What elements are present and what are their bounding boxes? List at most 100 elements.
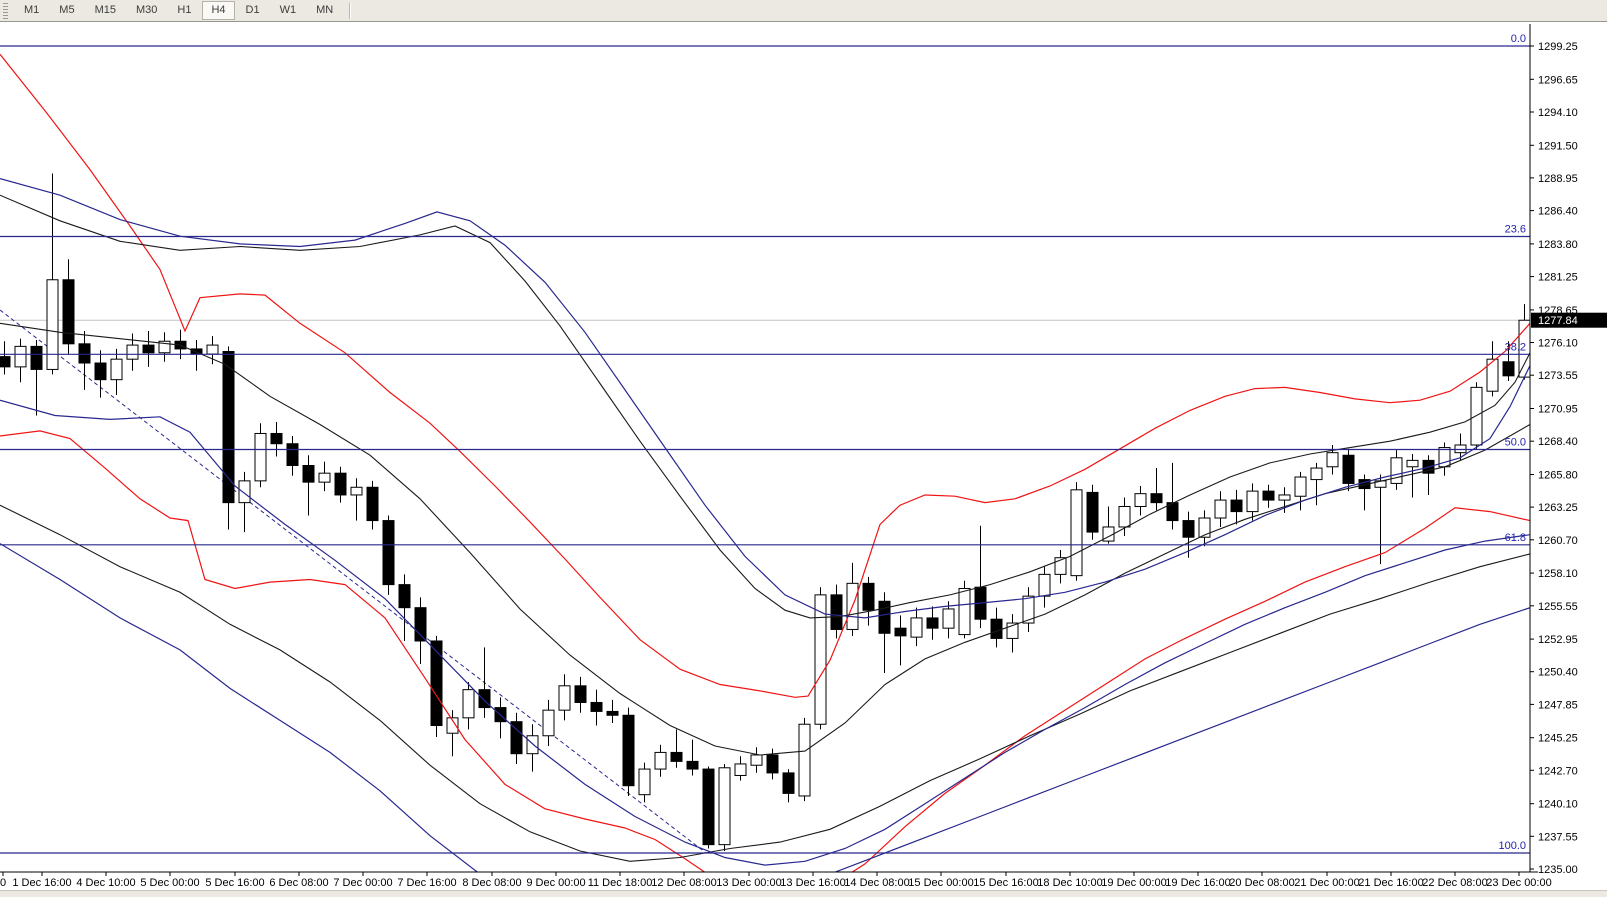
candle-down: [0, 341, 11, 375]
black-band-lower: [0, 504, 1530, 862]
candle-down: [414, 597, 427, 665]
candles: [0, 173, 1530, 852]
time-tick-label: 19 Dec 00:00: [1101, 877, 1166, 889]
time-tick-label: 4 Dec 10:00: [76, 877, 135, 889]
candle-down: [1422, 455, 1435, 495]
fib-label-61.8: 61.8: [1505, 532, 1526, 544]
time-tick-label: 12 Dec 08:00: [651, 877, 716, 889]
candle-down: [430, 635, 443, 738]
candle-down: [894, 615, 907, 666]
price-axis[interactable]: 1299.25 1296.65 1294.10 1291.50 1288.95 1286.…: [1530, 41, 1578, 876]
candle-up: [958, 580, 971, 639]
time-tick-label: 13 Dec 16:00: [780, 877, 845, 889]
candle-down: [590, 689, 603, 726]
timeframe-button-mn[interactable]: MN: [307, 1, 342, 20]
toolbar-separator: [349, 2, 352, 19]
time-tick-label: 22 Dec 08:00: [1422, 877, 1487, 889]
price-tick-label: 1270.95: [1538, 404, 1578, 416]
candle-up: [462, 681, 475, 730]
time-tick-label: 11 Dec 18:00: [588, 877, 653, 889]
timeframe-button-m30[interactable]: M30: [127, 1, 166, 20]
window-bottom-strip: [0, 890, 1607, 897]
time-tick-label: 19 Dec 16:00: [1165, 877, 1230, 889]
price-tick-label: 1240.10: [1538, 799, 1578, 811]
timeframe-button-h4[interactable]: H4: [202, 1, 235, 20]
price-tick-label: 1258.10: [1538, 568, 1578, 580]
time-tick-label: 6 Dec 08:00: [269, 877, 328, 889]
timeframe-button-d1[interactable]: D1: [237, 1, 269, 20]
candle-down: [974, 525, 987, 629]
price-tick-label: 1263.25: [1538, 502, 1578, 514]
toolbar-grip-handle[interactable]: [3, 2, 8, 19]
price-tick-label: 1273.55: [1538, 370, 1578, 382]
timeframe-button-m5[interactable]: M5: [50, 1, 83, 20]
candle-down: [702, 766, 715, 849]
candle-down: [142, 331, 155, 367]
time-axis[interactable]: 0 1 Dec 16:00 4 Dec 10:00 5 Dec 00:00 5 Dec …: [0, 872, 1552, 889]
navy-band-upper: [0, 178, 1530, 619]
candle-up: [1214, 491, 1227, 527]
time-tick-label: 23 Dec 00:00: [1486, 877, 1551, 889]
time-tick-label: 15 Dec 00:00: [908, 877, 973, 889]
time-tick-label: 13 Dec 00:00: [716, 877, 781, 889]
candle-up: [1406, 453, 1419, 498]
time-tick-label: 15 Dec 16:00: [973, 877, 1038, 889]
fibonacci-trendline[interactable]: [0, 309, 707, 854]
candle-down: [622, 707, 635, 796]
candle-up: [798, 717, 811, 802]
time-tick-label: 7 Dec 16:00: [397, 877, 456, 889]
fib-label-0.0: 0.0: [1511, 33, 1526, 45]
candle-up: [350, 478, 363, 521]
timeframe-button-m1[interactable]: M1: [15, 1, 48, 20]
candle-down: [574, 676, 587, 713]
timeframe-button-m15[interactable]: M15: [86, 1, 125, 20]
plot-area[interactable]: [0, 45, 1530, 896]
candle-down: [1262, 484, 1275, 508]
candle-down: [334, 466, 347, 503]
candle-down: [302, 455, 315, 516]
candle-down: [1086, 484, 1099, 540]
candle-up: [158, 332, 171, 362]
price-tick-label: 1237.55: [1538, 831, 1578, 843]
red-band-lower: [0, 430, 1530, 872]
current-price-tag: 1277.84: [1531, 312, 1607, 328]
time-tick-label: 0: [0, 877, 6, 889]
candle-up: [1006, 614, 1019, 653]
time-tick-label: 5 Dec 00:00: [140, 877, 199, 889]
candle-down: [1166, 462, 1179, 530]
candle-down: [670, 729, 683, 768]
time-tick-label: 20 Dec 08:00: [1229, 877, 1294, 889]
candle-down: [1358, 474, 1371, 511]
candle-down: [366, 480, 379, 530]
fib-label-23.6: 23.6: [1505, 224, 1526, 236]
price-tick-label: 1252.95: [1538, 634, 1578, 646]
candle-down: [62, 259, 75, 355]
candle-down: [990, 607, 1003, 648]
time-tick-label: 5 Dec 16:00: [205, 877, 264, 889]
candle-up: [846, 562, 859, 636]
candle-up: [638, 762, 651, 803]
candle-up: [542, 699, 555, 747]
candle-up: [1070, 482, 1083, 581]
candle-down: [1230, 489, 1243, 525]
timeframe-button-h1[interactable]: H1: [168, 1, 200, 20]
time-tick-label: 1 Dec 16:00: [12, 877, 71, 889]
candle-up: [1278, 487, 1291, 513]
candlestick-chart[interactable]: 0.023.638.250.061.8100.01299.251296.6512…: [0, 22, 1607, 896]
candle-up: [1054, 550, 1067, 584]
candle-up: [318, 461, 331, 492]
timeframe-button-w1[interactable]: W1: [271, 1, 306, 20]
candle-up: [1454, 433, 1467, 461]
price-tick-label: 1294.10: [1538, 107, 1578, 119]
fibonacci-levels[interactable]: [0, 45, 1530, 854]
candle-up: [1294, 471, 1307, 511]
candle-down: [270, 421, 283, 457]
candle-up: [446, 710, 459, 757]
candle-up: [1486, 341, 1499, 397]
price-tick-label: 1288.95: [1538, 173, 1578, 185]
price-tick-label: 1283.80: [1538, 239, 1578, 251]
navy-band-lower: [0, 543, 1530, 872]
price-tick-label: 1291.50: [1538, 140, 1578, 152]
price-tick-label: 1281.25: [1538, 272, 1578, 284]
candle-up: [238, 471, 251, 533]
